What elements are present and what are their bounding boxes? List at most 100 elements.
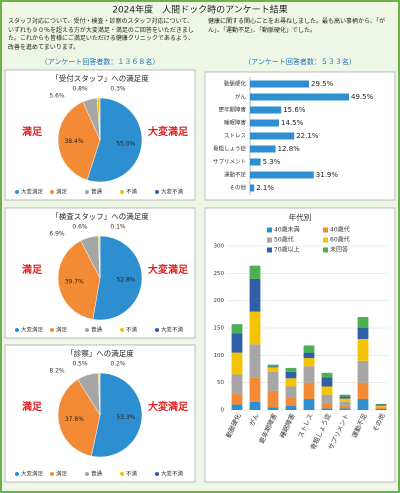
- legend-label: 不満: [126, 471, 138, 478]
- bar: [250, 119, 279, 127]
- bar: [250, 80, 309, 88]
- category-label: 動脈硬化: [224, 80, 247, 88]
- legend-label: 50歳代: [274, 236, 294, 244]
- legend-label: 60歳代: [330, 236, 350, 244]
- bar-segment: [285, 378, 297, 387]
- legend-swatch: [120, 472, 124, 476]
- slice-label: 52.8%: [116, 277, 135, 284]
- value-label: 29.5%: [311, 80, 334, 88]
- bar: [250, 93, 349, 101]
- bar-segment: [321, 377, 333, 387]
- bar-segment: [303, 366, 315, 383]
- slice-label: 6.9%: [49, 231, 65, 238]
- pie-slice: [99, 372, 101, 416]
- annotation: 大変満足: [148, 263, 189, 276]
- bar-segment: [249, 344, 261, 378]
- legend-label: 大変不満: [161, 470, 184, 478]
- legend-swatch: [323, 247, 328, 253]
- value-label: 14.5%: [281, 119, 304, 127]
- bar-segment: [357, 382, 369, 400]
- bar-segment: [321, 403, 333, 409]
- slice-label: 0.3%: [110, 86, 126, 93]
- chart-title: 年代別: [289, 212, 312, 222]
- bar-segment: [357, 399, 369, 410]
- bar-segment: [285, 371, 297, 379]
- legend-swatch: [323, 237, 328, 243]
- bar-segment: [321, 394, 333, 404]
- value-label: 31.9%: [316, 171, 339, 179]
- bar-segment: [249, 265, 261, 279]
- legend-label: 不満: [126, 327, 138, 334]
- legend-label: 70歳以上: [274, 246, 300, 254]
- intro-left: スタッフ対応について、受付・検査・診察のスタッフ対応について、いずれも９０％を超…: [8, 18, 194, 51]
- annotation: 満足: [22, 125, 43, 138]
- category-label: ストレス: [224, 133, 246, 140]
- bar-segment: [303, 382, 315, 400]
- y-tick-label: 150: [214, 326, 225, 332]
- slice-label: 0.8%: [72, 86, 88, 93]
- value-label: 15.6%: [283, 106, 306, 114]
- legend-swatch: [155, 472, 159, 476]
- bar-segment: [231, 352, 243, 375]
- bar-segment: [267, 407, 279, 410]
- slice-label: 38.4%: [64, 138, 83, 145]
- pie-title: 「診察」への満足度: [66, 348, 134, 358]
- bar-segment: [303, 345, 315, 353]
- legend-swatch: [120, 328, 124, 332]
- slice-label: 0.6%: [72, 224, 88, 231]
- bar-segment: [267, 364, 279, 367]
- y-tick-label: 50: [217, 380, 224, 386]
- bar-segment: [249, 278, 261, 312]
- annotation: 満足: [22, 400, 43, 413]
- slice-label: 39.7%: [65, 278, 84, 285]
- bar-segment: [267, 371, 279, 391]
- category-label: 睡眠障害: [224, 119, 247, 127]
- slice-label: 0.5%: [72, 361, 88, 368]
- annotation: 大変満足: [148, 400, 189, 413]
- legend-swatch: [120, 190, 124, 194]
- bar-segment: [303, 399, 315, 410]
- legend-swatch: [85, 328, 89, 332]
- legend-label: 普通: [91, 470, 103, 478]
- value-label: 2.1%: [256, 184, 274, 192]
- legend-swatch: [15, 190, 19, 194]
- bar-segment: [375, 405, 387, 407]
- y-tick-label: 250: [214, 271, 225, 277]
- legend-label: 満足: [56, 189, 68, 196]
- y-tick-label: 300: [214, 244, 225, 250]
- legend-label: 大変満足: [21, 188, 44, 196]
- legend-label: 普通: [91, 188, 103, 196]
- legend-swatch: [50, 190, 54, 194]
- legend-label: 大変不満: [161, 326, 184, 334]
- bar-segment: [267, 366, 279, 368]
- category-label: 骨粗しょう症: [213, 145, 247, 153]
- value-label: 5.3%: [263, 158, 281, 166]
- bar-segment: [375, 403, 387, 405]
- bar-segment: [339, 398, 351, 402]
- slice-label: 8.2%: [49, 368, 65, 375]
- bar-segment: [231, 333, 243, 353]
- panel: [204, 71, 396, 201]
- bar-segment: [357, 338, 369, 361]
- bar-segment: [357, 317, 369, 328]
- legend-label: 40歳未満: [274, 226, 300, 234]
- category-label: がん: [235, 93, 247, 101]
- bar-segment: [375, 408, 387, 410]
- value-label: 22.1%: [296, 132, 319, 140]
- category-label: 更年期障害: [218, 106, 246, 114]
- bar-segment: [231, 393, 243, 405]
- legend-label: 満足: [56, 471, 68, 478]
- bar: [250, 171, 314, 179]
- legend-label: 満足: [56, 327, 68, 334]
- bar-segment: [285, 405, 297, 410]
- pie-slice: [57, 240, 101, 320]
- bar-segment: [285, 386, 297, 398]
- slice-label: 55.0%: [116, 141, 135, 148]
- bar-segment: [249, 311, 261, 345]
- pie-slice: [98, 97, 101, 141]
- legend-swatch: [323, 227, 328, 233]
- pie-slice: [92, 235, 143, 321]
- bar-segment: [339, 408, 351, 410]
